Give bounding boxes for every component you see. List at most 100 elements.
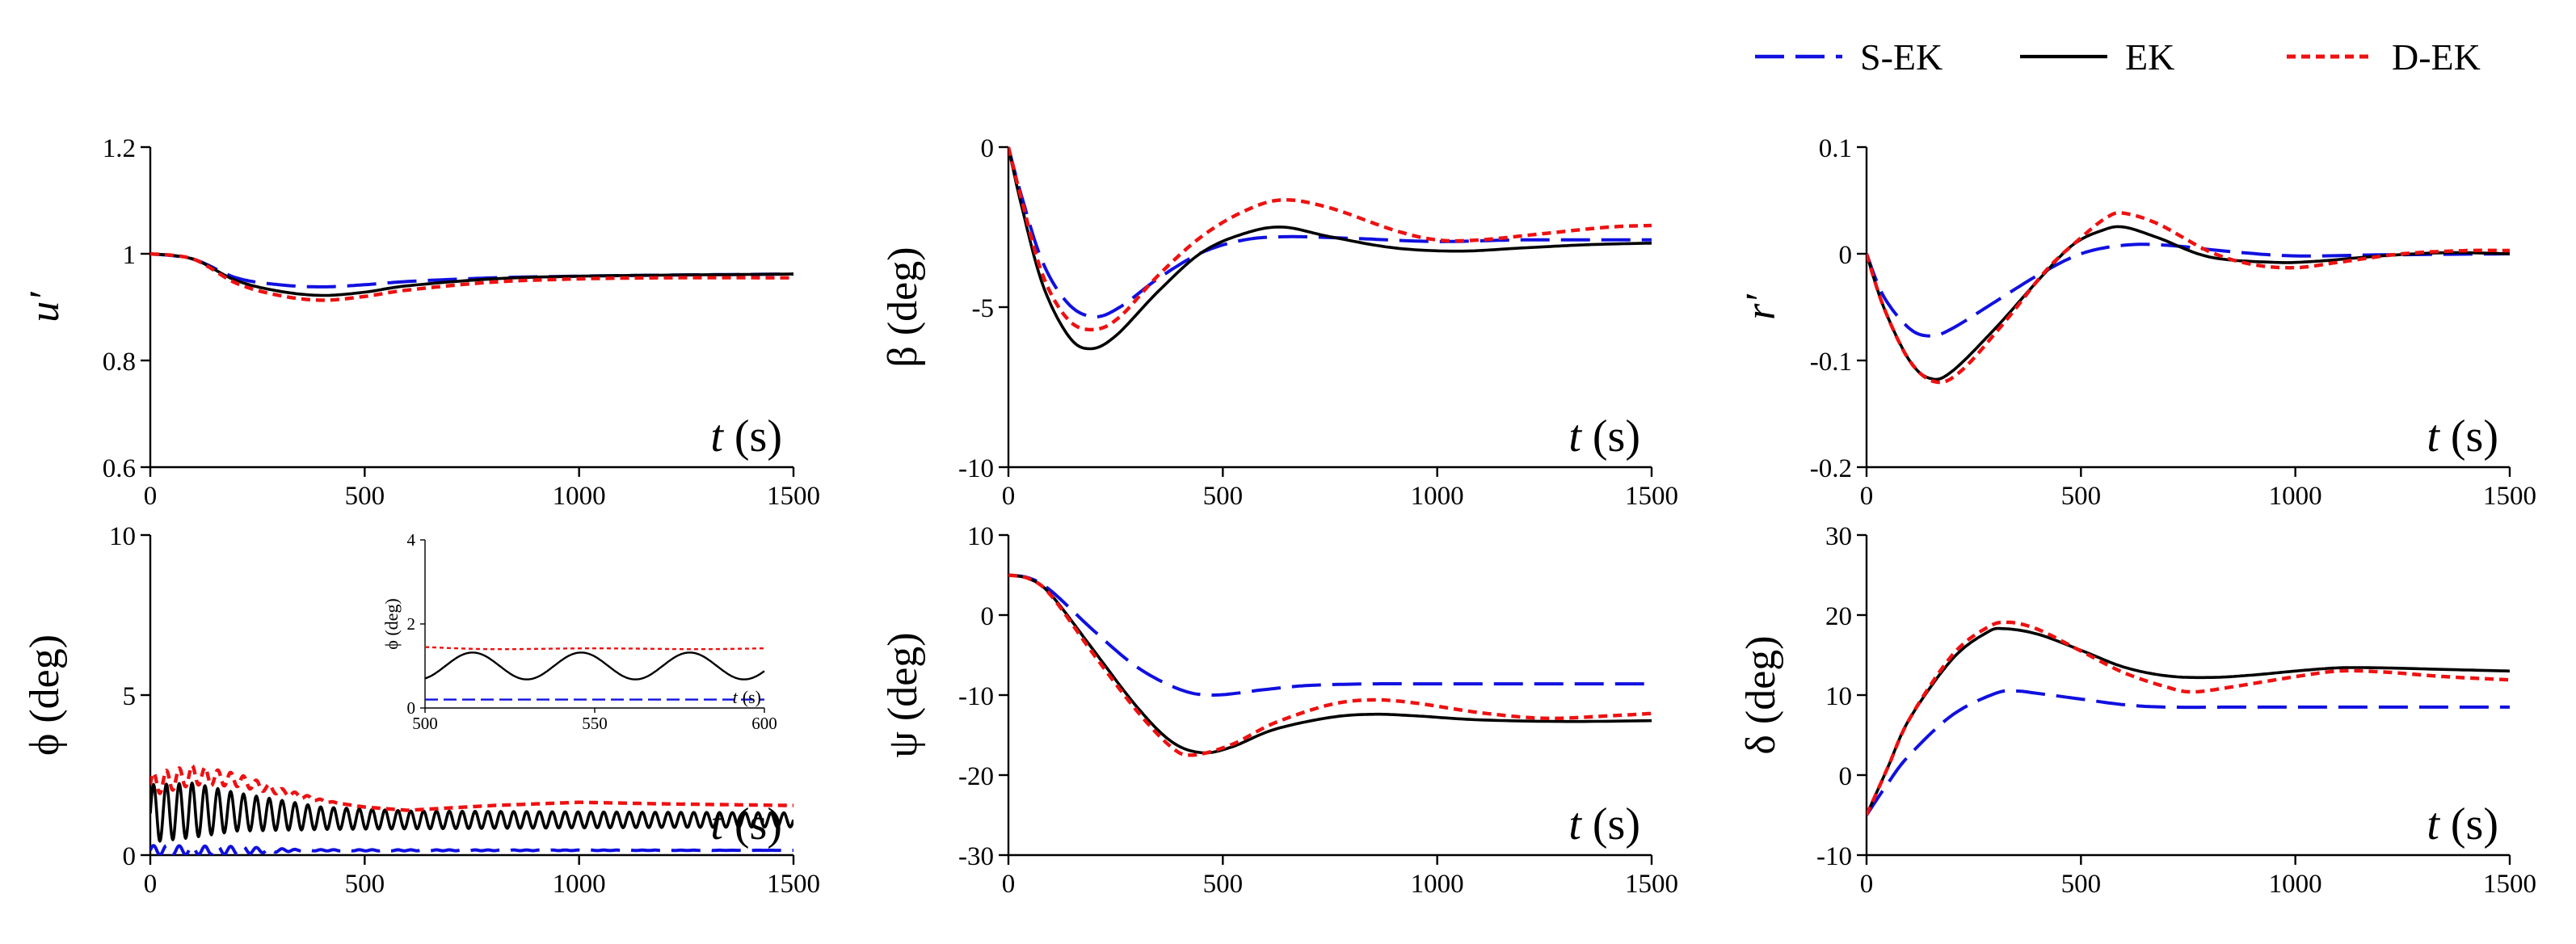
series-group [1008, 573, 1652, 757]
x-tick-label: 0 [1860, 870, 1874, 899]
x-tick-label: 500 [412, 714, 438, 733]
y-tick-label: 10 [109, 522, 136, 551]
legend-item-ek: EK [2020, 36, 2174, 78]
y-tick-label: 10 [967, 522, 994, 551]
chart-panel: 0 500 1000 1500 -30 -20 -10 0 10 ψ (deg) t (s) [880, 522, 1678, 899]
x-tick-label: 500 [2061, 870, 2102, 899]
y-tick-label: 0 [1839, 241, 1853, 270]
x-tick-label: 550 [582, 714, 608, 733]
y-tick-label: 30 [1825, 522, 1852, 551]
x-tick-label: 0 [144, 870, 158, 899]
x-tick-label: 500 [345, 482, 385, 511]
x-tick-label: 1500 [767, 870, 820, 899]
series-line-d-ek [1008, 146, 1652, 332]
series-line-s-ek [150, 252, 793, 289]
x-tick-label: 500 [1203, 870, 1244, 899]
series-group [1008, 146, 1652, 351]
y-tick-label: 0 [981, 134, 995, 163]
series-line-d-ek [1867, 620, 2510, 816]
series-line-d-ek [150, 251, 793, 302]
y-tick-label: 4 [407, 530, 416, 550]
x-tick-label: 1500 [1625, 870, 1678, 899]
x-tick-label: 500 [1203, 482, 1244, 511]
series-group [1867, 620, 2510, 816]
series-line-d-ek [150, 764, 793, 812]
inset-y-axis-label: ϕ (deg) [381, 598, 402, 650]
series-line-s-ek [1008, 573, 1652, 697]
legend-item-d-ek: D-EK [2287, 36, 2481, 78]
series-group [150, 251, 793, 302]
y-tick-label: -10 [958, 454, 994, 483]
series-group [1867, 211, 2510, 385]
y-tick-label: 0 [123, 842, 137, 871]
series-line-d-ek [1867, 211, 2510, 385]
y-axis-label: r′ [1738, 293, 1784, 320]
y-tick-label: 2 [407, 614, 416, 634]
y-tick-label: 0.6 [103, 454, 136, 483]
x-tick-label: 0 [144, 482, 158, 511]
x-tick-label: 1000 [553, 870, 606, 899]
y-axis-label: ψ (deg) [880, 632, 926, 757]
x-axis-label: t (s) [710, 411, 782, 461]
legend-label: EK [2125, 36, 2174, 78]
inset-background [425, 540, 764, 708]
x-tick-label: 600 [751, 714, 777, 733]
y-tick-label: -20 [958, 762, 994, 791]
inset-chart: 500 550 600 0 2 4 ϕ (deg) t (s) [381, 530, 777, 733]
inset-series-line-d-ek [424, 646, 764, 651]
x-tick-label: 1000 [1411, 870, 1464, 899]
x-axis-label: t (s) [2427, 411, 2498, 461]
y-tick-label: 1.2 [103, 134, 136, 163]
legend-label: S-EK [1860, 36, 1943, 78]
y-tick-label: -10 [1816, 842, 1852, 871]
series-line-ek [150, 252, 793, 297]
y-tick-label: 20 [1825, 602, 1852, 631]
y-tick-label: -10 [958, 682, 994, 711]
series-line-ek [1008, 146, 1652, 351]
series-line-ek [150, 782, 793, 843]
y-tick-label: -30 [958, 842, 994, 871]
series-line-s-ek [150, 844, 793, 855]
x-tick-label: 1000 [553, 482, 606, 511]
x-axis-label: t (s) [1568, 799, 1640, 849]
x-tick-label: 500 [2061, 482, 2102, 511]
series-line-ek [1008, 573, 1652, 755]
series-line-d-ek [1008, 573, 1652, 757]
x-tick-label: 0 [1860, 482, 1874, 511]
x-tick-label: 500 [345, 870, 385, 899]
legend: S-EK EK D-EK [1755, 36, 2481, 78]
y-axis-label: u′ [22, 291, 68, 322]
y-axis-label: β (deg) [880, 247, 926, 367]
chart-panel: 0 500 1000 1500 0.6 0.8 1 1.2 u′ t (s) [22, 134, 820, 511]
chart-panel: 0 500 1000 1500 -0.2 -0.1 0 0.1 r′ t (s) [1738, 134, 2536, 511]
x-tick-label: 1500 [767, 482, 820, 511]
series-group [150, 764, 793, 855]
series-line-ek [1867, 626, 2510, 816]
chart-panel: 0 500 1000 1500 -10 0 10 20 30 δ (deg) t (s) [1738, 522, 2536, 899]
y-tick-label: 5 [123, 682, 137, 711]
x-tick-label: 0 [1002, 870, 1016, 899]
series-line-s-ek [1008, 146, 1652, 318]
x-tick-label: 1500 [2483, 870, 2536, 899]
y-tick-label: 1 [123, 241, 137, 270]
y-tick-label: 0.1 [1819, 134, 1852, 163]
inset-series-line-ek [424, 651, 765, 681]
x-tick-label: 1000 [1411, 482, 1464, 511]
inset-x-axis-label: t (s) [733, 687, 761, 707]
x-axis-label: t (s) [2427, 799, 2498, 849]
x-tick-label: 1500 [1625, 482, 1678, 511]
y-tick-label: 0 [1839, 762, 1853, 791]
y-axis-label: δ (deg) [1738, 635, 1784, 754]
y-tick-label: 0 [981, 602, 995, 631]
x-axis-label: t (s) [1568, 411, 1640, 461]
series-line-s-ek [1867, 242, 2510, 338]
y-tick-label: 0.8 [103, 348, 136, 377]
x-tick-label: 1500 [2483, 482, 2536, 511]
legend-label: D-EK [2392, 36, 2481, 78]
series-line-s-ek [1867, 689, 2510, 816]
y-axis-label: ϕ (deg) [22, 634, 68, 756]
legend-item-s-ek: S-EK [1755, 36, 1943, 78]
